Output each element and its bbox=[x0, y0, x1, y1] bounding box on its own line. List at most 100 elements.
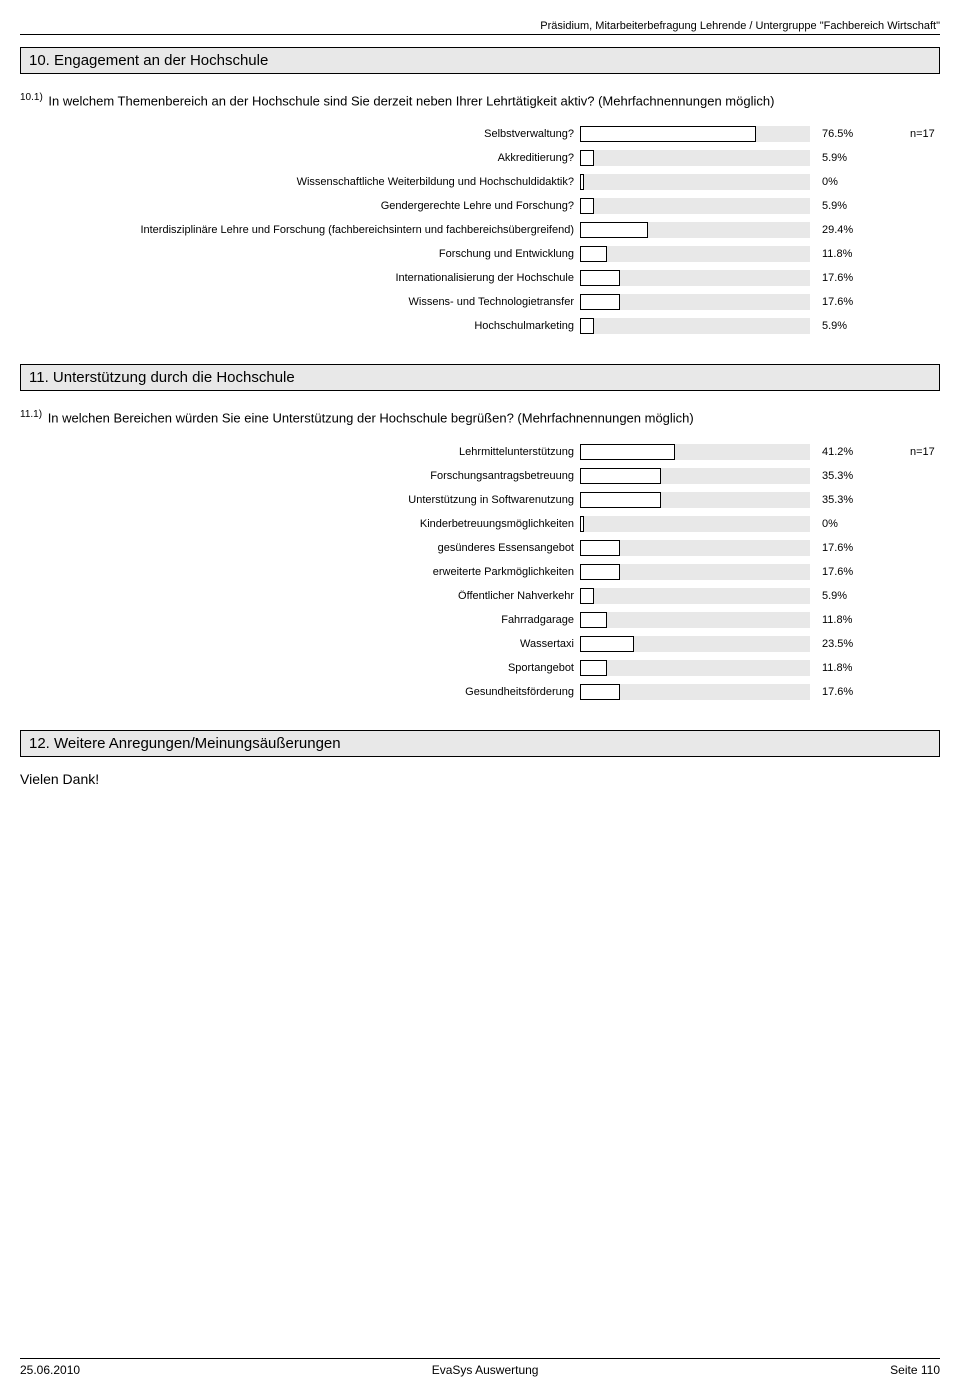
chart-row: Interdisziplinäre Lehre und Forschung (f… bbox=[20, 218, 940, 242]
chart-bar-track bbox=[580, 660, 810, 676]
chart-row: Wissens- und Technologietransfer 17.6% bbox=[20, 290, 940, 314]
footer-page: Seite 110 bbox=[890, 1363, 940, 1377]
chart-row: Sportangebot 11.8% bbox=[20, 656, 940, 680]
chart-bar-track bbox=[580, 492, 810, 508]
chart-row-value: 35.3% bbox=[810, 494, 880, 506]
chart-row-label: Interdisziplinäre Lehre und Forschung (f… bbox=[20, 224, 580, 236]
chart-row: Akkreditierung? 5.9% bbox=[20, 146, 940, 170]
question-number: 10.1) bbox=[20, 92, 43, 103]
chart-bar bbox=[580, 270, 620, 286]
question-10-1: 10.1) In welchem Themenbereich an der Ho… bbox=[20, 92, 940, 108]
chart-bar-track bbox=[580, 564, 810, 580]
chart-row: Kinderbetreuungsmöglichkeiten0% bbox=[20, 512, 940, 536]
chart-row-note: n=17 bbox=[880, 446, 940, 458]
chart-row: Forschung und Entwicklung 11.8% bbox=[20, 242, 940, 266]
chart-row-value: 11.8% bbox=[810, 662, 880, 674]
chart-row-value: 5.9% bbox=[810, 320, 880, 332]
chart-row: Gesundheitsförderung 17.6% bbox=[20, 680, 940, 704]
chart-row-label: Gendergerechte Lehre und Forschung? bbox=[20, 200, 580, 212]
chart-bar-track bbox=[580, 270, 810, 286]
chart-bar bbox=[580, 660, 607, 676]
closing-text: Vielen Dank! bbox=[20, 771, 940, 787]
chart-row-label: gesünderes Essensangebot bbox=[20, 542, 580, 554]
chart-bar bbox=[580, 198, 594, 214]
chart-row-label: Forschung und Entwicklung bbox=[20, 248, 580, 260]
chart-row-value: 29.4% bbox=[810, 224, 880, 236]
chart-row-value: 17.6% bbox=[810, 686, 880, 698]
chart-row-value: 0% bbox=[810, 176, 880, 188]
chart-row: Unterstützung in Softwarenutzung35.3% bbox=[20, 488, 940, 512]
chart-row-value: 41.2% bbox=[810, 446, 880, 458]
chart-bar bbox=[580, 516, 584, 532]
chart-bar bbox=[580, 174, 584, 190]
chart-row-value: 5.9% bbox=[810, 200, 880, 212]
chart-row: Gendergerechte Lehre und Forschung? 5.9% bbox=[20, 194, 940, 218]
chart-row-label: Öffentlicher Nahverkehr bbox=[20, 590, 580, 602]
chart-bar-track bbox=[580, 588, 810, 604]
chart-bar bbox=[580, 318, 594, 334]
chart-row-label: Akkreditierung? bbox=[20, 152, 580, 164]
chart-row-value: 17.6% bbox=[810, 296, 880, 308]
question-text: In welchen Bereichen würden Sie eine Unt… bbox=[48, 411, 694, 426]
chart-row-label: Forschungsantragsbetreuung bbox=[20, 470, 580, 482]
question-11-1: 11.1) In welchen Bereichen würden Sie ei… bbox=[20, 409, 940, 425]
chart-row-label: Gesundheitsförderung bbox=[20, 686, 580, 698]
chart-bar bbox=[580, 492, 661, 508]
chart-row-label: Wassertaxi bbox=[20, 638, 580, 650]
chart-row: erweiterte Parkmöglichkeiten 17.6% bbox=[20, 560, 940, 584]
chart-row-label: erweiterte Parkmöglichkeiten bbox=[20, 566, 580, 578]
chart-bar-track bbox=[580, 468, 810, 484]
chart-bar bbox=[580, 246, 607, 262]
footer-date: 25.06.2010 bbox=[20, 1363, 80, 1377]
chart-bar-track bbox=[580, 246, 810, 262]
chart-row-label: Fahrradgarage bbox=[20, 614, 580, 626]
page-header: Präsidium, Mitarbeiterbefragung Lehrende… bbox=[20, 20, 940, 35]
chart-bar-track bbox=[580, 294, 810, 310]
chart-bar-track bbox=[580, 318, 810, 334]
chart-bar bbox=[580, 150, 594, 166]
chart-row-value: 11.8% bbox=[810, 248, 880, 260]
chart-row: Fahrradgarage 11.8% bbox=[20, 608, 940, 632]
chart-row-value: 17.6% bbox=[810, 542, 880, 554]
chart-bar-track bbox=[580, 198, 810, 214]
chart-row-label: Hochschulmarketing bbox=[20, 320, 580, 332]
chart-bar bbox=[580, 294, 620, 310]
chart-bar-track bbox=[580, 540, 810, 556]
chart-row-label: Lehrmittelunterstützung bbox=[20, 446, 580, 458]
chart-bar bbox=[580, 540, 620, 556]
chart-bar bbox=[580, 588, 594, 604]
chart-row: Internationalisierung der Hochschule17.6… bbox=[20, 266, 940, 290]
chart-row-note: n=17 bbox=[880, 128, 940, 140]
chart-bar bbox=[580, 612, 607, 628]
chart-row: Selbstverwaltung?76.5%n=17 bbox=[20, 122, 940, 146]
chart-bar-track bbox=[580, 516, 810, 532]
chart-row-value: 17.6% bbox=[810, 272, 880, 284]
chart-row: Wassertaxi 23.5% bbox=[20, 632, 940, 656]
section-11-header: 11. Unterstützung durch die Hochschule bbox=[20, 364, 940, 391]
chart-row-label: Wissenschaftliche Weiterbildung und Hoch… bbox=[20, 176, 580, 188]
chart-row: Lehrmittelunterstützung 41.2%n=17 bbox=[20, 440, 940, 464]
chart-bar-track bbox=[580, 150, 810, 166]
chart-bar-track bbox=[580, 684, 810, 700]
chart-bar-track bbox=[580, 636, 810, 652]
page-footer: 25.06.2010 EvaSys Auswertung Seite 110 bbox=[20, 1358, 940, 1377]
chart-row: Hochschulmarketing 5.9% bbox=[20, 314, 940, 338]
chart-row-value: 35.3% bbox=[810, 470, 880, 482]
chart-row-value: 23.5% bbox=[810, 638, 880, 650]
chart-row-value: 5.9% bbox=[810, 152, 880, 164]
section-12-header: 12. Weitere Anregungen/Meinungsäußerunge… bbox=[20, 730, 940, 757]
chart-row-label: Wissens- und Technologietransfer bbox=[20, 296, 580, 308]
chart-row: gesünderes Essensangebot 17.6% bbox=[20, 536, 940, 560]
chart-bar bbox=[580, 126, 756, 142]
chart-bar-track bbox=[580, 612, 810, 628]
chart-bar-track bbox=[580, 222, 810, 238]
chart-row-label: Sportangebot bbox=[20, 662, 580, 674]
chart-11: Lehrmittelunterstützung 41.2%n=17 Forschun… bbox=[20, 440, 940, 704]
chart-row: Wissenschaftliche Weiterbildung und Hoch… bbox=[20, 170, 940, 194]
chart-10: Selbstverwaltung?76.5%n=17Akkreditierung… bbox=[20, 122, 940, 338]
chart-row-value: 17.6% bbox=[810, 566, 880, 578]
chart-row-value: 11.8% bbox=[810, 614, 880, 626]
chart-bar bbox=[580, 684, 620, 700]
question-text: In welchem Themenbereich an der Hochschu… bbox=[48, 93, 774, 108]
chart-row-value: 0% bbox=[810, 518, 880, 530]
